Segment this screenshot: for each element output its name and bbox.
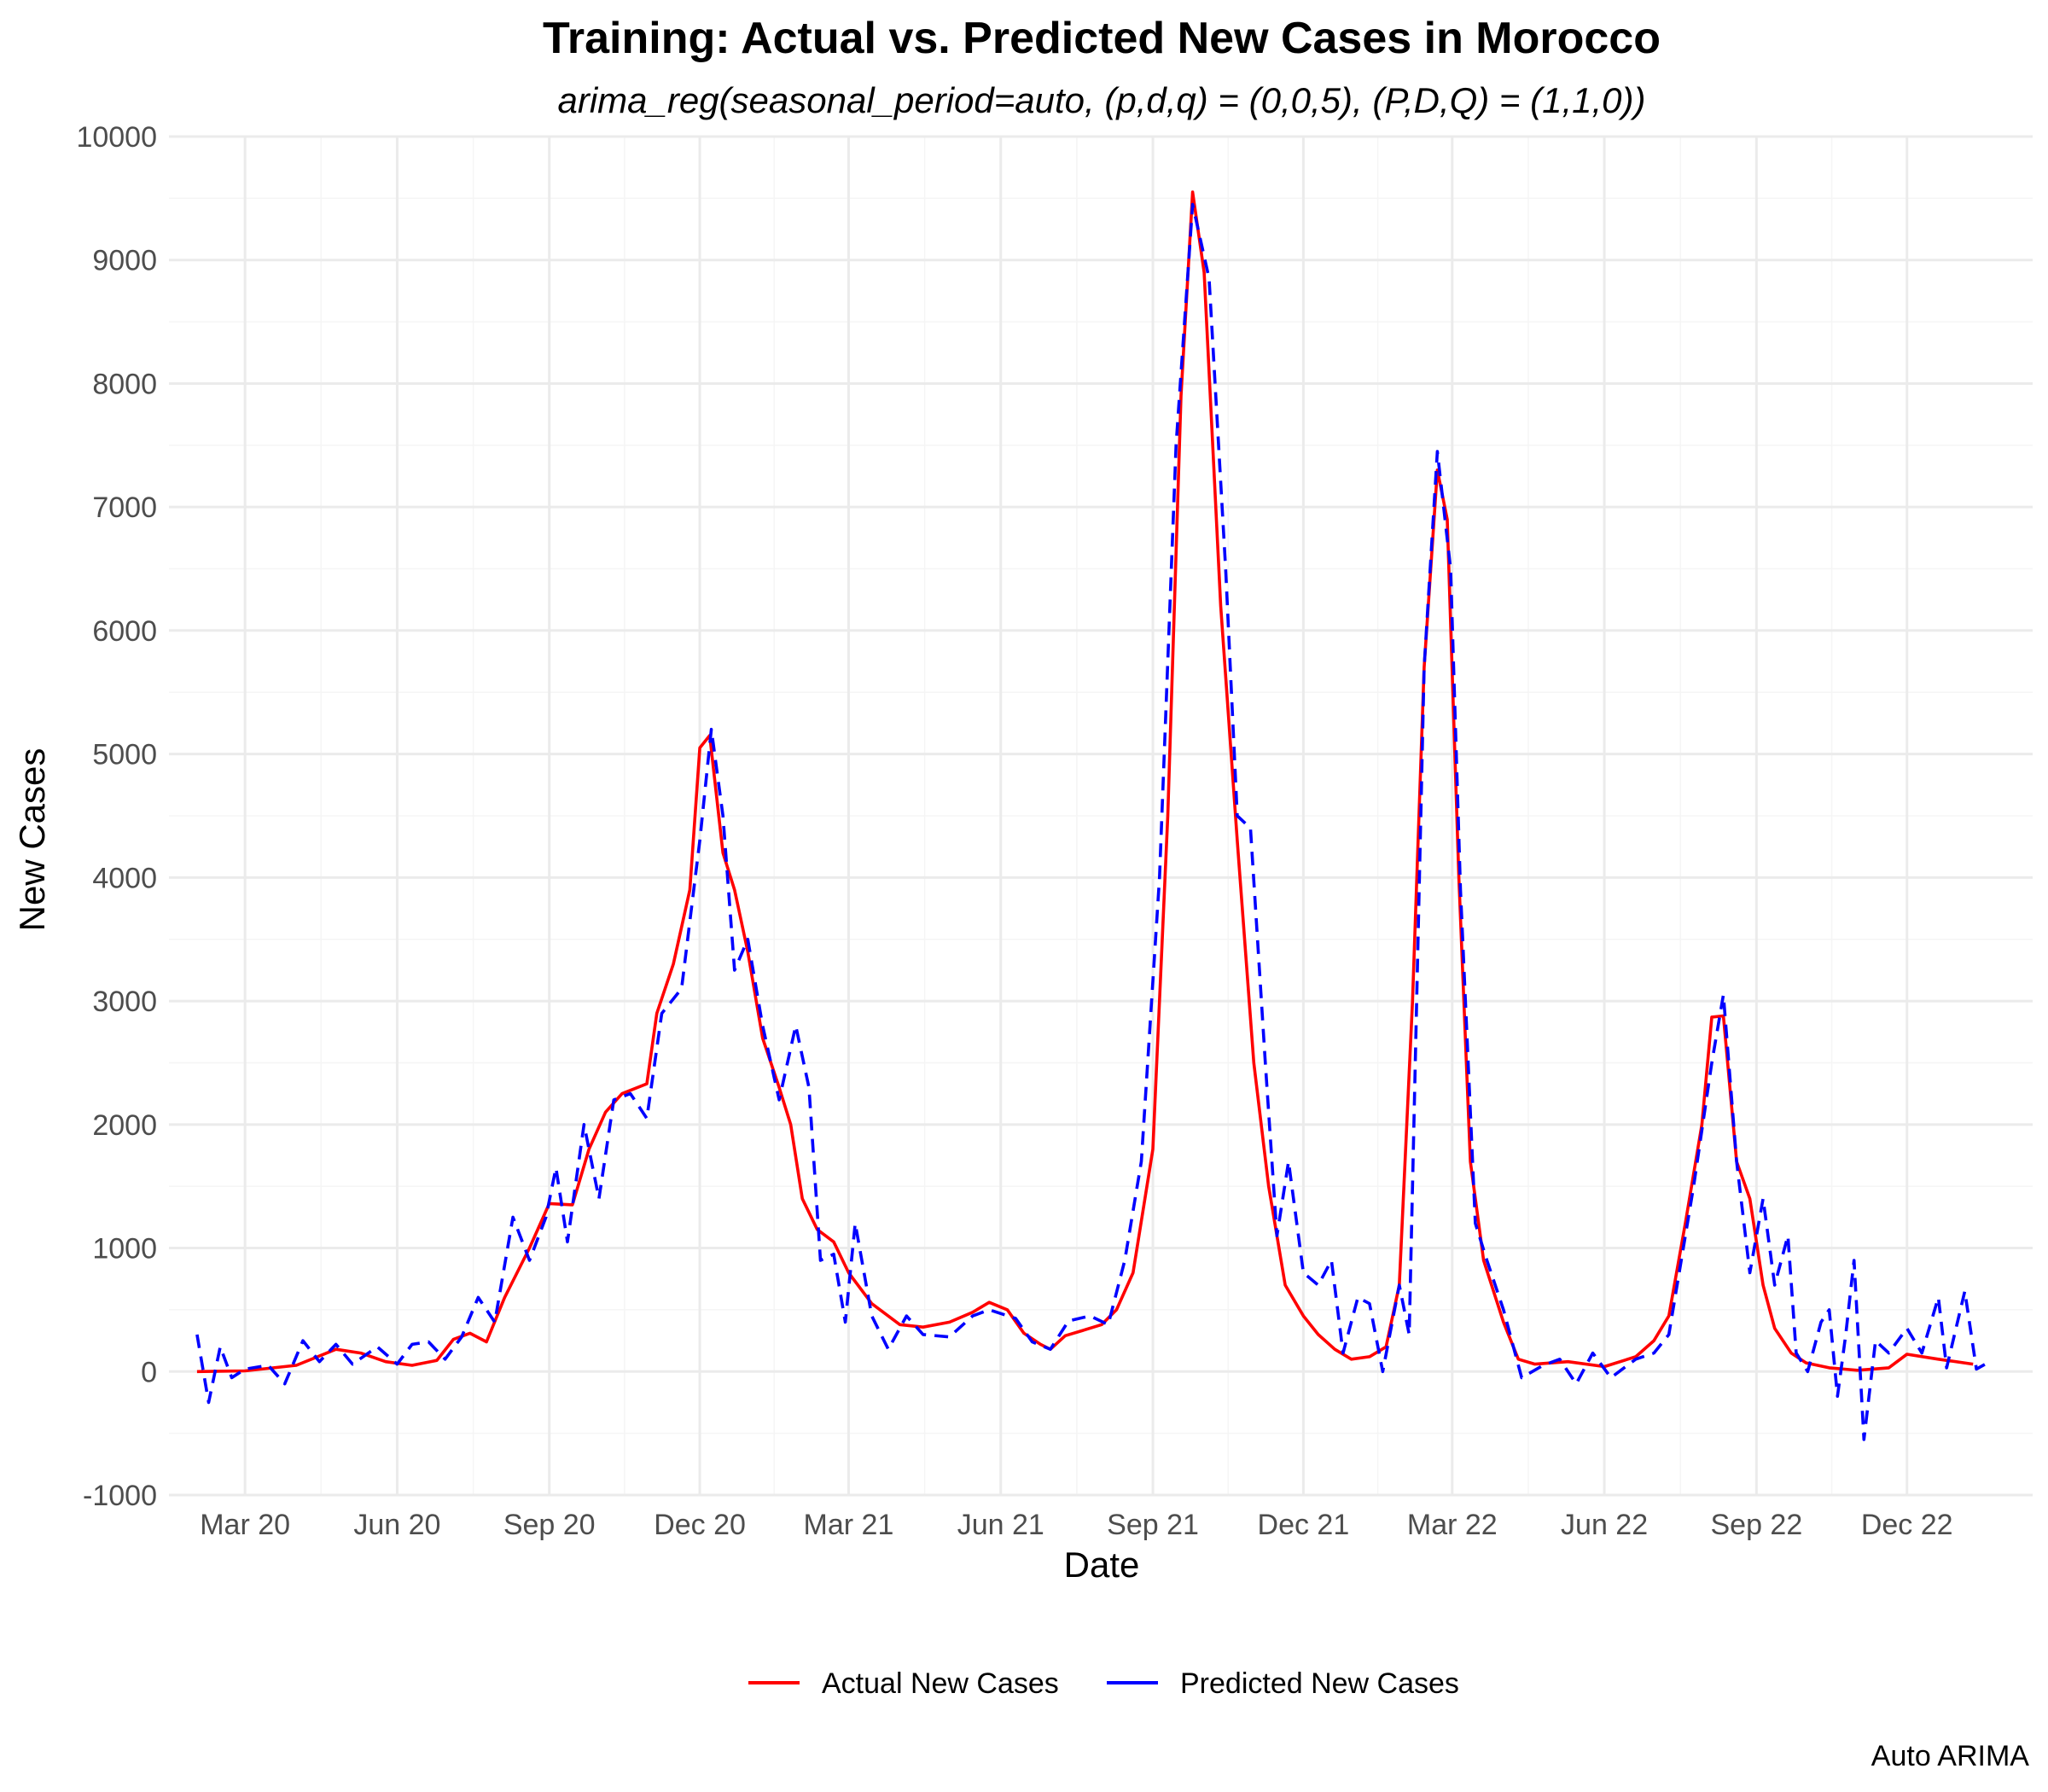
x-tick-label: Jun 22 [1561, 1509, 1648, 1541]
x-tick-label: Sep 21 [1107, 1509, 1199, 1541]
legend-label-actual: Actual New Cases [822, 1667, 1059, 1700]
y-tick-label: 4000 [92, 862, 157, 894]
y-tick-label: 6000 [92, 615, 157, 648]
legend: Actual New Cases Predicted New Cases [748, 1667, 1459, 1700]
y-tick-label: 3000 [92, 986, 157, 1018]
caption: Auto ARIMA [1871, 1740, 2030, 1772]
chart-subtitle: arima_reg(seasonal_period=auto, (p,d,q) … [557, 80, 1645, 120]
y-tick-label: 2000 [92, 1109, 157, 1142]
chart-title: Training: Actual vs. Predicted New Cases… [543, 14, 1661, 63]
y-tick-label: 8000 [92, 368, 157, 400]
x-tick-label: Jun 21 [957, 1509, 1044, 1541]
x-tick-label: Dec 21 [1258, 1509, 1350, 1541]
y-axis-title: New Cases [12, 748, 52, 932]
legend-label-predicted: Predicted New Cases [1180, 1667, 1459, 1700]
series-layer [195, 190, 1991, 1441]
x-tick-label: Jun 20 [353, 1509, 440, 1541]
x-axis-title: Date [1064, 1545, 1140, 1585]
y-tick-label: 0 [141, 1356, 157, 1388]
y-tick-label: 5000 [92, 739, 157, 771]
x-tick-label: Dec 22 [1861, 1509, 1953, 1541]
x-axis: Mar 20 Jun 20 Sep 20 Dec 20 Mar 21 Jun 21 Sep … [200, 1509, 1952, 1541]
plot-panel [169, 135, 2033, 1497]
x-tick-label: Sep 22 [1710, 1509, 1802, 1541]
y-tick-label: 9000 [92, 245, 157, 277]
y-tick-label: -1000 [83, 1480, 157, 1512]
x-tick-label: Mar 21 [804, 1509, 894, 1541]
y-axis: -1000 0 1000 2000 3000 4000 5000 6000 7000 8000 90… [76, 121, 157, 1512]
y-tick-label: 7000 [92, 492, 157, 524]
grid-major [169, 135, 2033, 1497]
x-tick-label: Mar 22 [1407, 1509, 1498, 1541]
series-line-predicted [195, 202, 1991, 1441]
x-tick-label: Dec 20 [654, 1509, 746, 1541]
y-tick-label: 1000 [92, 1233, 157, 1265]
y-tick-label: 10000 [76, 121, 157, 154]
grid-minor [169, 137, 2033, 1495]
x-tick-label: Sep 20 [503, 1509, 596, 1541]
series-line-actual [196, 190, 1974, 1374]
x-tick-label: Mar 20 [200, 1509, 290, 1541]
